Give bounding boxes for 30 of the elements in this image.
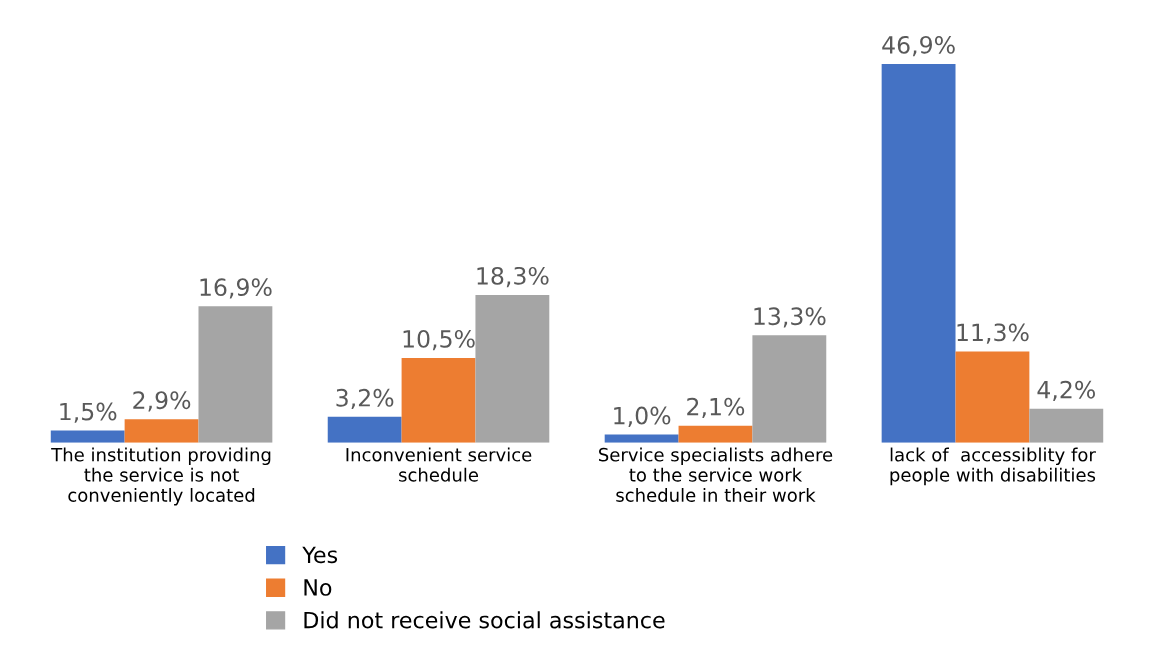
bar <box>678 425 753 443</box>
data-label: 2,9% <box>133 391 191 412</box>
bar <box>475 294 550 443</box>
x-tick-label: Inconvenient service schedule <box>346 447 532 482</box>
data-label: 11,3% <box>957 323 1029 344</box>
bar <box>198 306 273 443</box>
bar <box>50 430 125 443</box>
data-label: 1,5% <box>60 402 117 423</box>
data-label: 16,9% <box>200 278 272 299</box>
x-tick-label: The institution providing the service is not conveniently located <box>51 447 271 506</box>
bar <box>124 419 199 443</box>
x-tick-label: lack of accessiblity for people with disabilities <box>890 447 1096 486</box>
data-label: 46,9% <box>882 35 955 57</box>
x-tick-label: Service specialists adhere to the service work schedule in their work <box>599 447 833 502</box>
bar <box>1029 408 1104 443</box>
data-label: 10,5% <box>403 329 475 351</box>
data-label: 2,1% <box>687 397 745 418</box>
bar <box>881 63 956 443</box>
data-label: 1,0% <box>614 406 671 427</box>
bar <box>401 357 476 443</box>
data-label: 4,2% <box>1037 380 1095 402</box>
bar <box>955 351 1030 443</box>
legend-label: Yes <box>302 546 338 564</box>
legend-label: Did not receive social assistance <box>304 611 665 629</box>
data-label: 18,3% <box>477 266 549 288</box>
legend-label: No <box>304 579 332 596</box>
data-label: 13,3% <box>754 307 826 328</box>
bar <box>327 416 402 443</box>
bar <box>752 335 827 443</box>
data-label: 3,2% <box>336 388 394 410</box>
